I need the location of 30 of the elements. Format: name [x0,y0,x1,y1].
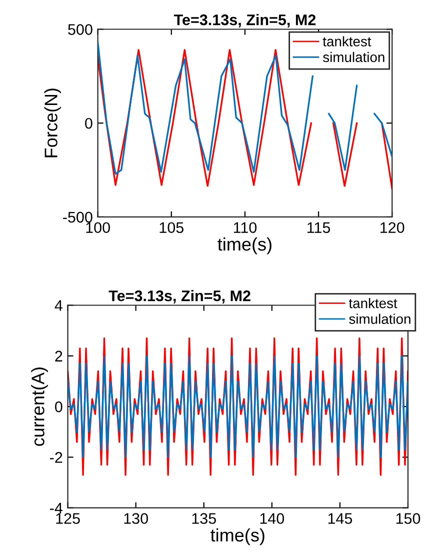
x-axis-title: time(s) [210,528,264,546]
x-axis-title: time(s) [218,237,272,254]
x-tick-label: 140 [260,513,284,524]
series-label: simulation [323,52,384,62]
y-tick-label: 0 [85,118,92,129]
y-tick-label: 0 [55,401,62,412]
y-axis-title: current(A) [31,368,48,446]
y-tick-label: 4 [54,300,62,311]
x-tick-label: 100 [86,222,110,234]
y-tick-label: -2 [50,452,62,463]
y-tick-label: -4 [50,502,62,514]
line-series [68,355,408,458]
x-tick-label: 110 [234,222,257,234]
chart-title: Te=3.13s, Zin=5, M2 [108,290,250,304]
x-tick-label: 120 [380,222,404,234]
x-tick-label: 125 [56,513,80,524]
x-tick-label: 135 [192,513,216,524]
x-tick-label: 145 [328,513,352,524]
text: tanktest [322,36,372,46]
x-tick-label: 130 [124,513,148,524]
y-tick-label: -500 [63,212,92,223]
y-axis-title: Force(N) [44,88,61,158]
legend-label: simulation [349,314,410,324]
y-tick-label: 500 [68,24,92,35]
x-tick-label: 105 [160,222,184,234]
x-tick-label: 150 [396,513,420,524]
x-tick-label: 115 [308,222,330,234]
chart-title: Te=3.13s, Zin=5, M2 [174,14,316,28]
y-tick-label: 2 [55,350,62,362]
legend-label: tanktest [348,298,398,308]
